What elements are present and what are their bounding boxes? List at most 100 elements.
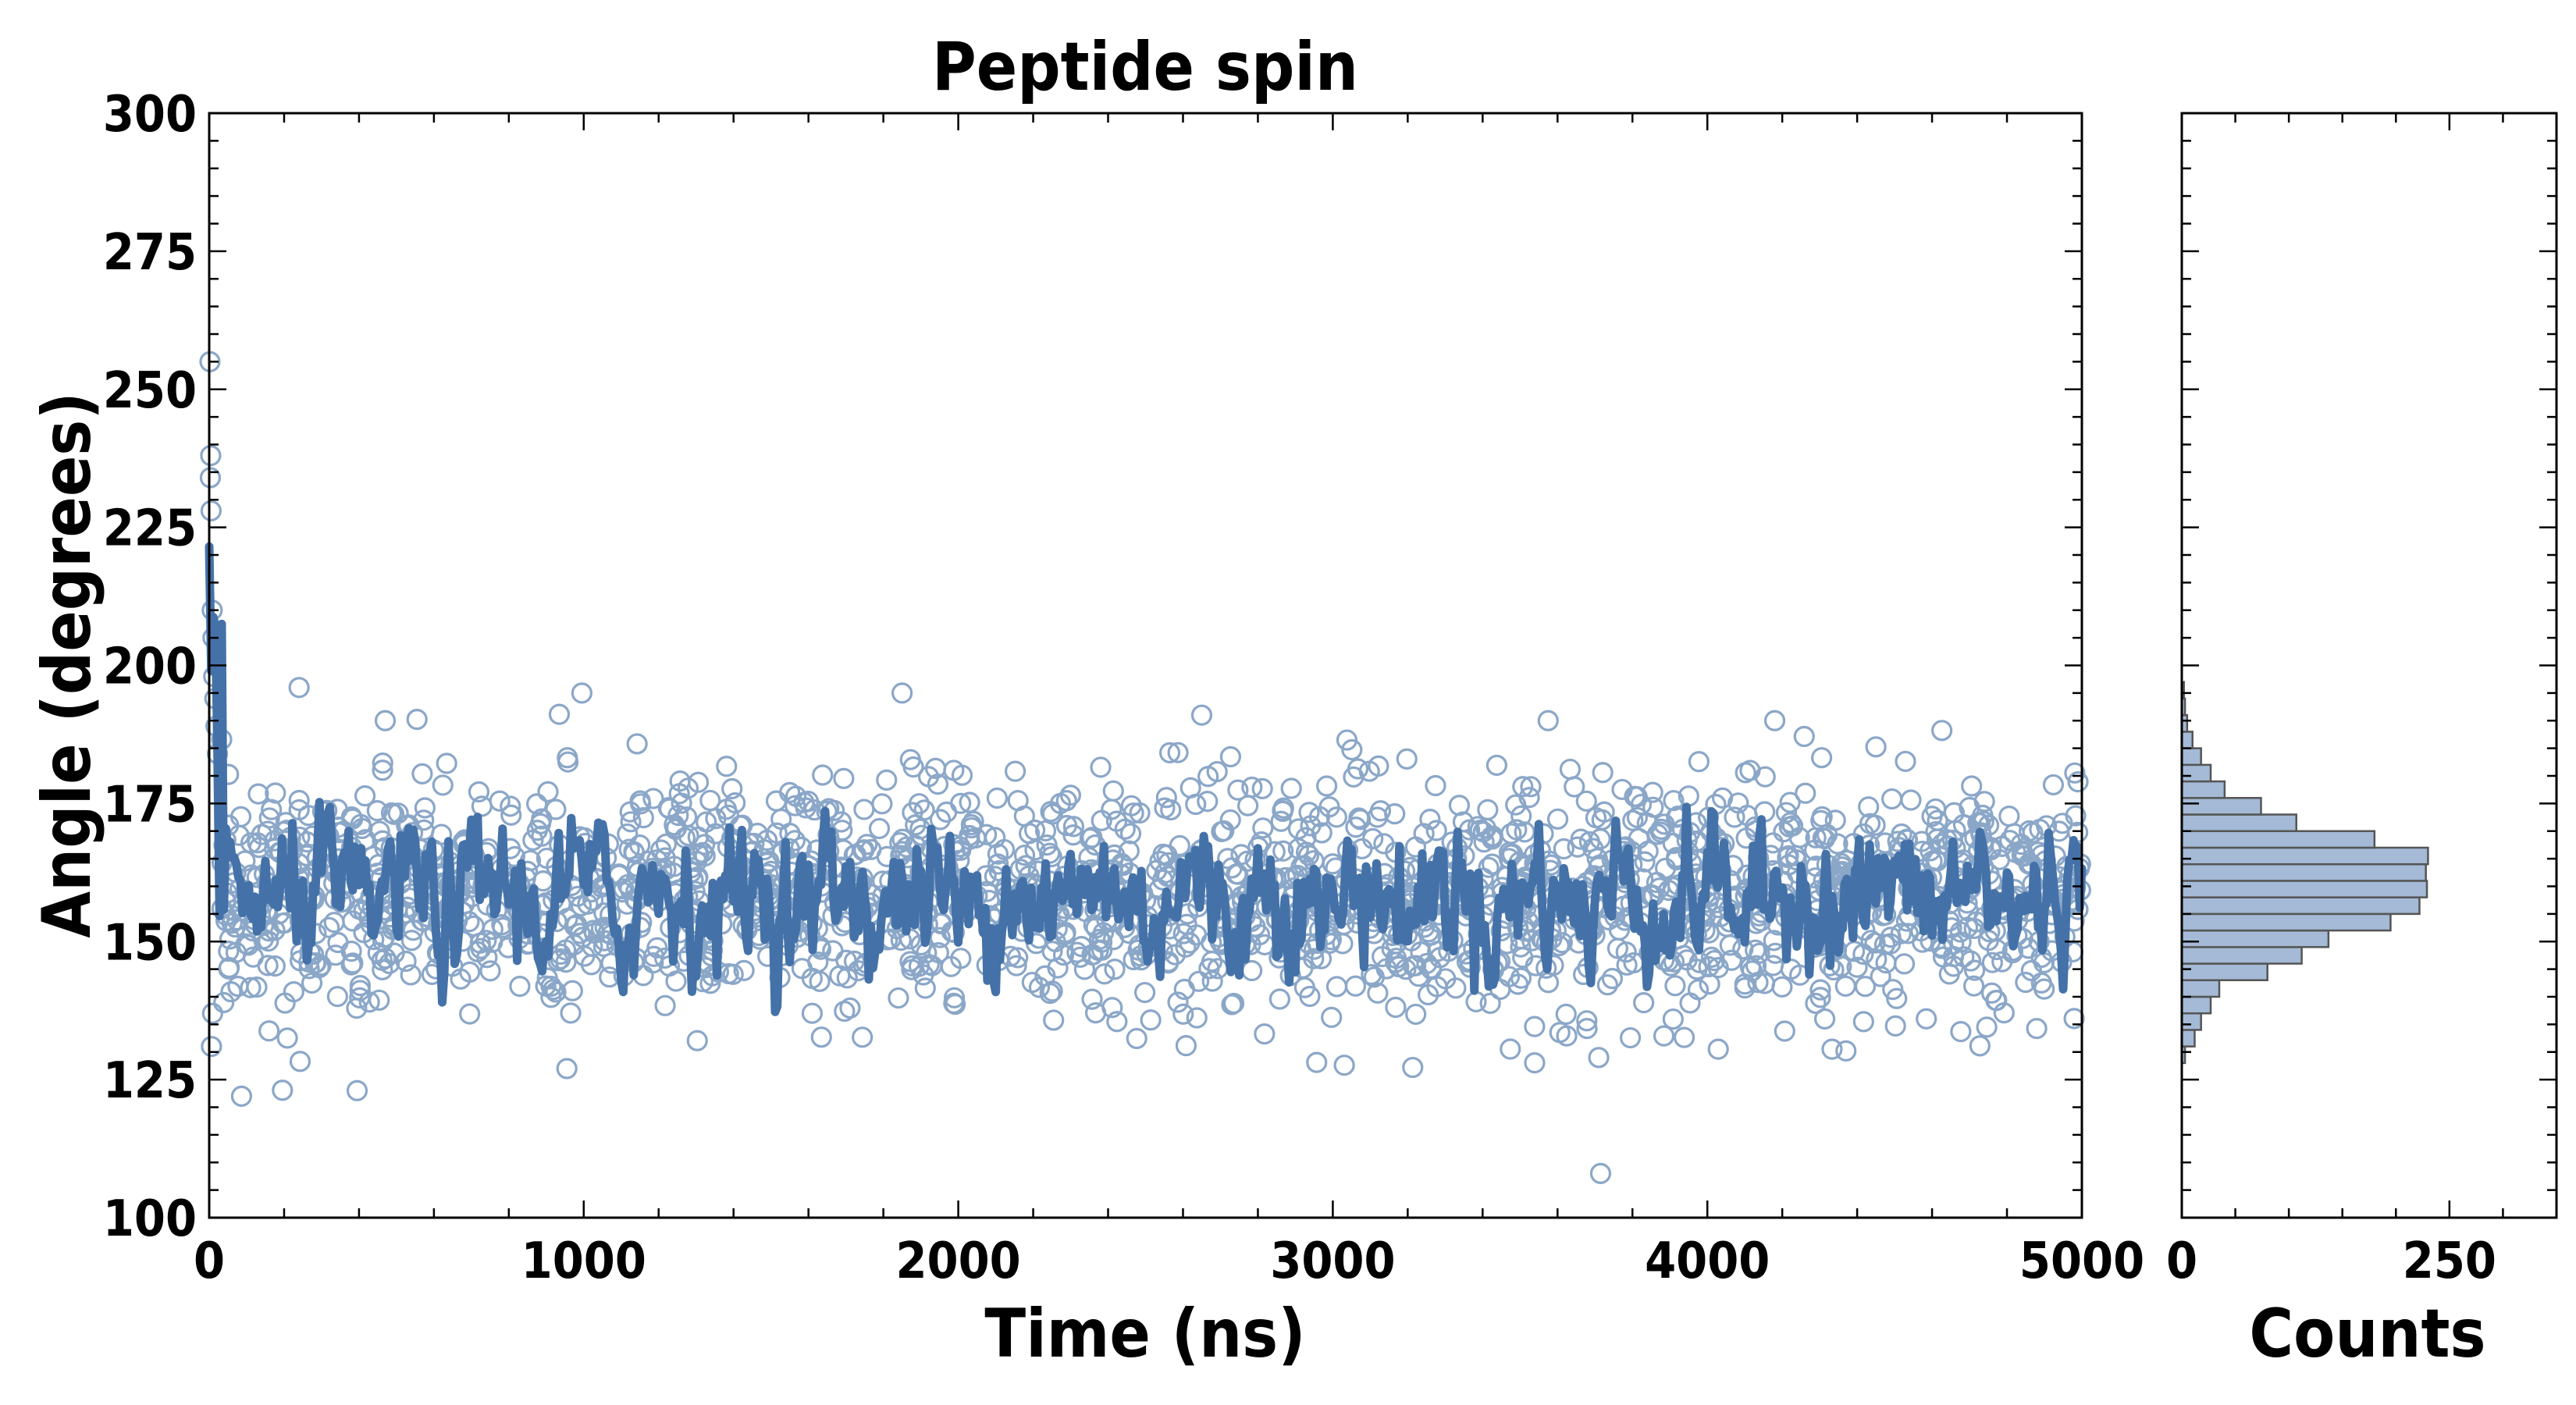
- scatter-point: [1698, 955, 1720, 978]
- scatter-point: [1252, 817, 1274, 839]
- scatter-point: [987, 843, 1009, 865]
- scatter-point: [1553, 838, 1574, 860]
- scatter-point: [265, 782, 286, 804]
- scatter-point: [1368, 755, 1389, 777]
- scatter-point: [1555, 1003, 1577, 1025]
- scatter-point: [715, 799, 738, 820]
- scatter-point: [479, 960, 501, 982]
- scatter-point: [1333, 1055, 1355, 1076]
- scatter-point: [257, 955, 279, 976]
- scatter-point: [1021, 971, 1043, 994]
- scatter-point: [902, 756, 924, 778]
- scatter-point: [655, 833, 678, 855]
- scatter-point: [733, 959, 755, 981]
- scatter-point: [1186, 1007, 1208, 1029]
- scatter-point: [1206, 760, 1228, 783]
- scatter-point: [288, 789, 310, 812]
- scatter-point: [1664, 975, 1686, 997]
- scatter-point: [1299, 985, 1321, 1008]
- scatter-point: [1448, 795, 1471, 816]
- scatter-point: [1167, 991, 1189, 1013]
- scatter-point: [1241, 959, 1263, 982]
- scatter-point: [1727, 792, 1749, 814]
- scatter-point: [1041, 941, 1063, 962]
- histogram-bar: [2180, 995, 2212, 1015]
- scatter-point: [1777, 845, 1799, 867]
- scatter-point: [545, 799, 567, 820]
- scatter-point: [537, 781, 559, 802]
- scatter-point-outlier: [891, 682, 913, 704]
- histogram-x-tick-labels: 0 250: [2166, 1232, 2496, 1290]
- scatter-point: [1724, 806, 1745, 828]
- scatter-point: [1140, 1009, 1162, 1031]
- scatter-point: [366, 800, 388, 822]
- scatter-point-outlier: [288, 677, 310, 699]
- y-tick-label: 275: [103, 224, 197, 282]
- scatter-point: [1169, 834, 1190, 857]
- scatter-point: [1367, 982, 1389, 1004]
- scatter-point: [1472, 821, 1494, 843]
- scatter-point: [1241, 776, 1263, 799]
- scatter-point: [264, 955, 286, 977]
- scatter-point: [561, 980, 583, 1001]
- histogram-frame: [2180, 112, 2558, 1219]
- scatter-point: [500, 795, 521, 817]
- scatter-point: [1998, 806, 2020, 827]
- histogram-bar: [2180, 912, 2392, 932]
- scatter-point: [929, 927, 951, 948]
- scatter-point: [654, 994, 676, 1016]
- scatter-point: [1345, 816, 1367, 838]
- scatter-point: [1043, 1009, 1065, 1031]
- scatter-point-outlier: [346, 1080, 368, 1101]
- scatter-point: [557, 747, 578, 769]
- scatter-point: [1219, 745, 1242, 768]
- scatter-point: [219, 928, 241, 950]
- histogram-bar: [2180, 896, 2421, 916]
- scatter-point: [1101, 799, 1123, 820]
- scatter-point-outlier: [1190, 704, 1213, 726]
- scatter-point: [1091, 809, 1112, 831]
- histogram-x-axis-label: Counts: [2249, 1295, 2485, 1373]
- scatter-point: [276, 1027, 298, 1049]
- scatter-point: [1306, 1051, 1328, 1073]
- scatter-point: [1298, 802, 1320, 823]
- scatter-point: [1062, 824, 1084, 846]
- histogram-bar: [2180, 962, 2268, 982]
- running-average-line: [205, 542, 2087, 1016]
- y-tick-label: 200: [103, 638, 197, 696]
- scatter-point: [1188, 970, 1210, 992]
- scatter-point-outlier: [374, 710, 397, 731]
- scatter-point: [1396, 748, 1418, 770]
- y-tick-label: 225: [103, 500, 197, 558]
- scatter-point: [1211, 820, 1233, 842]
- scatter-point: [1916, 1008, 1937, 1030]
- scatter-point: [852, 1026, 873, 1048]
- scatter-point: [1963, 975, 1985, 997]
- scatter-point: [902, 955, 923, 976]
- scatter-point: [1742, 960, 1763, 982]
- scatter-point-initial: [201, 1036, 222, 1058]
- scatter-point: [213, 991, 235, 1014]
- scatter-point: [1576, 1010, 1598, 1032]
- scatter-point: [1615, 941, 1637, 963]
- scatter-point: [1254, 1023, 1276, 1045]
- scatter-point: [411, 763, 433, 784]
- histogram-bar: [2180, 813, 2297, 833]
- scatter-point: [1347, 758, 1369, 780]
- scatter-point: [1524, 1016, 1546, 1037]
- histogram-bar: [2180, 763, 2212, 783]
- scatter-point: [908, 793, 930, 815]
- scatter-point: [1927, 809, 1948, 831]
- scatter-point: [1707, 1038, 1729, 1060]
- scatter-point: [1175, 936, 1197, 958]
- time-series-panel: 0 1000 2000 3000 4000 5000 100 125 150 175 200 225…: [28, 28, 2144, 1373]
- scatter-point: [1119, 823, 1142, 845]
- scatter-point: [1158, 742, 1181, 763]
- hist-x-tick-label: 0: [2166, 1232, 2197, 1290]
- scatter-point: [414, 797, 436, 819]
- scatter-point: [2026, 1018, 2048, 1040]
- scatter-point: [1835, 1040, 1857, 1062]
- scatter-point: [1385, 996, 1407, 1019]
- scatter-point: [722, 963, 744, 985]
- scatter-point: [1893, 953, 1916, 975]
